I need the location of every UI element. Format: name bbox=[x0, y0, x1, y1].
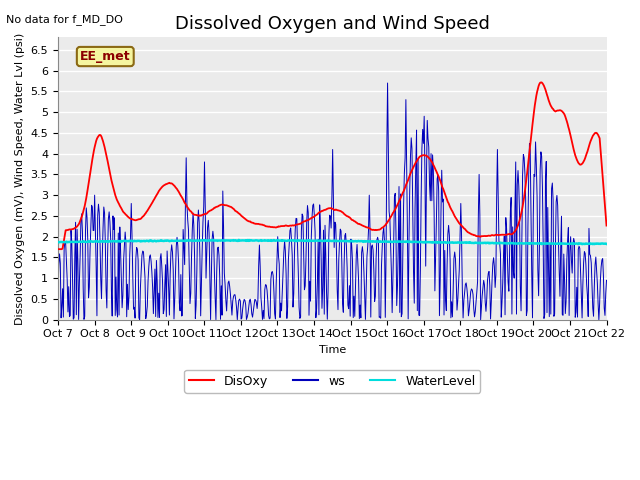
ws bbox=[384, 80, 392, 86]
ws bbox=[400, 203, 408, 208]
ws bbox=[603, 277, 611, 283]
WaterLevel bbox=[416, 240, 424, 245]
ws bbox=[54, 287, 62, 292]
ws bbox=[416, 313, 424, 319]
ws bbox=[120, 243, 128, 249]
DisOxy bbox=[603, 223, 611, 228]
Legend: DisOxy, ws, WaterLevel: DisOxy, ws, WaterLevel bbox=[184, 370, 481, 393]
Y-axis label: Dissolved Oxygen (mV), Wind Speed, Water Lvl (psi): Dissolved Oxygen (mV), Wind Speed, Water… bbox=[15, 33, 25, 324]
ws bbox=[176, 308, 184, 314]
DisOxy bbox=[120, 210, 128, 216]
ws bbox=[205, 230, 213, 236]
WaterLevel bbox=[205, 238, 213, 243]
Line: ws: ws bbox=[58, 83, 607, 320]
DisOxy bbox=[415, 155, 422, 161]
WaterLevel bbox=[575, 241, 582, 247]
WaterLevel bbox=[176, 238, 184, 243]
Text: EE_met: EE_met bbox=[80, 50, 131, 63]
DisOxy bbox=[399, 190, 406, 195]
WaterLevel bbox=[64, 239, 72, 245]
WaterLevel bbox=[235, 237, 243, 243]
Text: No data for f_MD_DO: No data for f_MD_DO bbox=[6, 14, 124, 25]
Line: DisOxy: DisOxy bbox=[58, 83, 607, 249]
WaterLevel bbox=[54, 239, 62, 245]
DisOxy bbox=[176, 192, 184, 197]
WaterLevel bbox=[400, 239, 408, 244]
WaterLevel bbox=[603, 241, 611, 247]
DisOxy bbox=[64, 227, 72, 233]
DisOxy bbox=[54, 246, 62, 252]
DisOxy bbox=[538, 80, 545, 85]
DisOxy bbox=[205, 208, 213, 214]
Line: WaterLevel: WaterLevel bbox=[58, 240, 607, 244]
Title: Dissolved Oxygen and Wind Speed: Dissolved Oxygen and Wind Speed bbox=[175, 15, 490, 33]
ws bbox=[477, 317, 484, 323]
ws bbox=[64, 309, 72, 315]
X-axis label: Time: Time bbox=[319, 345, 346, 355]
WaterLevel bbox=[120, 238, 128, 244]
